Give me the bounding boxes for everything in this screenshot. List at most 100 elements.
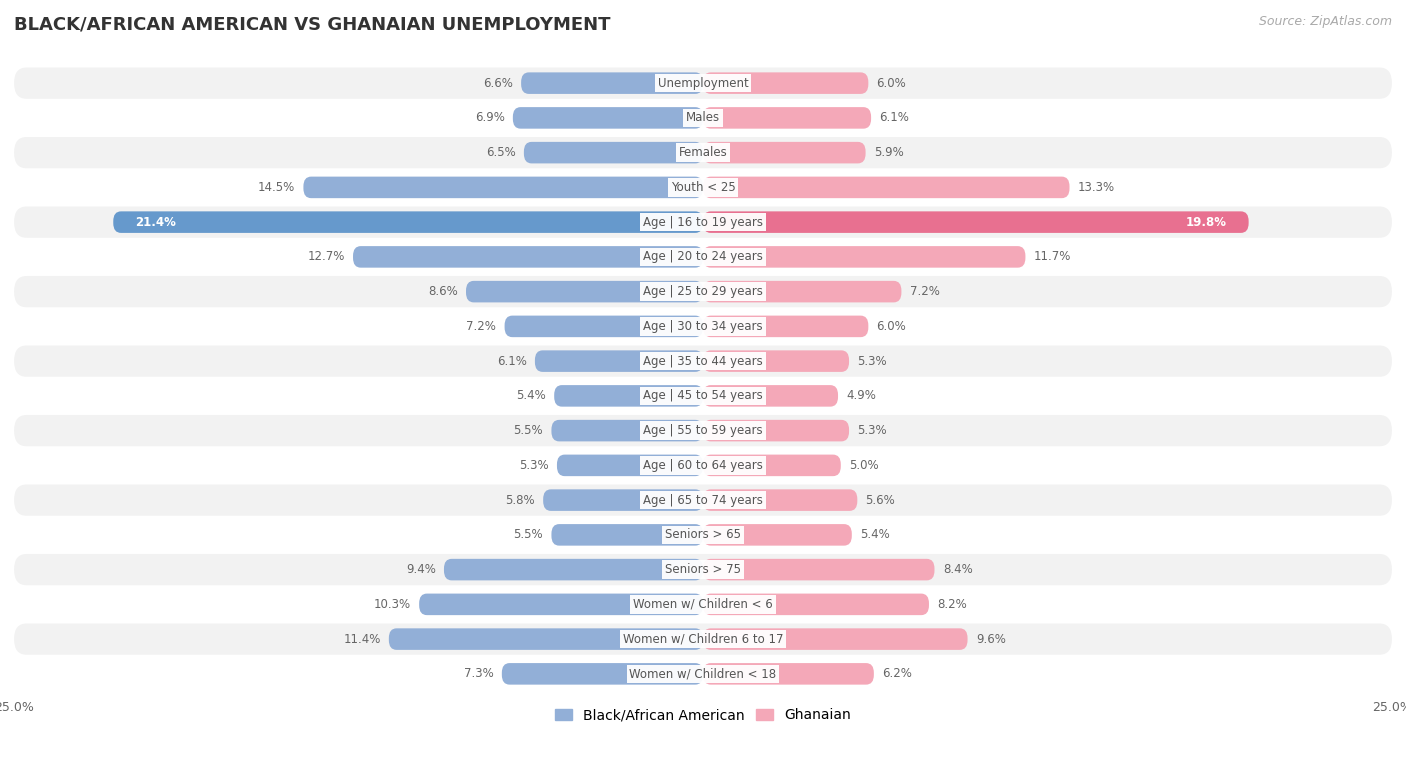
FancyBboxPatch shape xyxy=(543,489,703,511)
Text: Youth < 25: Youth < 25 xyxy=(671,181,735,194)
Text: Unemployment: Unemployment xyxy=(658,76,748,89)
FancyBboxPatch shape xyxy=(14,172,1392,203)
FancyBboxPatch shape xyxy=(534,350,703,372)
Text: Females: Females xyxy=(679,146,727,159)
FancyBboxPatch shape xyxy=(551,420,703,441)
Text: 12.7%: 12.7% xyxy=(308,251,344,263)
Text: 6.0%: 6.0% xyxy=(876,76,907,89)
Text: 6.6%: 6.6% xyxy=(484,76,513,89)
Text: 21.4%: 21.4% xyxy=(135,216,176,229)
FancyBboxPatch shape xyxy=(703,559,935,581)
FancyBboxPatch shape xyxy=(14,102,1392,133)
Text: BLACK/AFRICAN AMERICAN VS GHANAIAN UNEMPLOYMENT: BLACK/AFRICAN AMERICAN VS GHANAIAN UNEMP… xyxy=(14,15,610,33)
Text: 13.3%: 13.3% xyxy=(1078,181,1115,194)
Text: 5.3%: 5.3% xyxy=(519,459,548,472)
FancyBboxPatch shape xyxy=(14,345,1392,377)
FancyBboxPatch shape xyxy=(14,450,1392,481)
FancyBboxPatch shape xyxy=(389,628,703,650)
Text: Women w/ Children < 18: Women w/ Children < 18 xyxy=(630,668,776,681)
FancyBboxPatch shape xyxy=(14,659,1392,690)
FancyBboxPatch shape xyxy=(14,415,1392,447)
FancyBboxPatch shape xyxy=(465,281,703,302)
Text: 5.8%: 5.8% xyxy=(505,494,534,506)
FancyBboxPatch shape xyxy=(703,455,841,476)
Text: 8.2%: 8.2% xyxy=(938,598,967,611)
Text: 6.9%: 6.9% xyxy=(475,111,505,124)
FancyBboxPatch shape xyxy=(703,73,869,94)
Text: 5.0%: 5.0% xyxy=(849,459,879,472)
FancyBboxPatch shape xyxy=(703,385,838,407)
Text: 9.6%: 9.6% xyxy=(976,633,1005,646)
Text: 5.6%: 5.6% xyxy=(866,494,896,506)
Text: Source: ZipAtlas.com: Source: ZipAtlas.com xyxy=(1258,15,1392,28)
FancyBboxPatch shape xyxy=(14,310,1392,342)
FancyBboxPatch shape xyxy=(703,420,849,441)
Text: 8.4%: 8.4% xyxy=(943,563,973,576)
Text: Age | 45 to 54 years: Age | 45 to 54 years xyxy=(643,389,763,403)
Text: 8.6%: 8.6% xyxy=(427,285,458,298)
FancyBboxPatch shape xyxy=(14,380,1392,412)
FancyBboxPatch shape xyxy=(551,524,703,546)
FancyBboxPatch shape xyxy=(419,593,703,615)
Text: 5.9%: 5.9% xyxy=(875,146,904,159)
Text: Age | 60 to 64 years: Age | 60 to 64 years xyxy=(643,459,763,472)
Text: 11.7%: 11.7% xyxy=(1033,251,1071,263)
FancyBboxPatch shape xyxy=(703,316,869,337)
Text: 7.2%: 7.2% xyxy=(467,320,496,333)
FancyBboxPatch shape xyxy=(14,67,1392,98)
Text: Age | 20 to 24 years: Age | 20 to 24 years xyxy=(643,251,763,263)
Text: 19.8%: 19.8% xyxy=(1185,216,1226,229)
Text: 7.2%: 7.2% xyxy=(910,285,939,298)
Text: Age | 35 to 44 years: Age | 35 to 44 years xyxy=(643,354,763,368)
FancyBboxPatch shape xyxy=(14,137,1392,168)
Text: Age | 30 to 34 years: Age | 30 to 34 years xyxy=(643,320,763,333)
FancyBboxPatch shape xyxy=(703,350,849,372)
Text: Women w/ Children 6 to 17: Women w/ Children 6 to 17 xyxy=(623,633,783,646)
Text: Age | 25 to 29 years: Age | 25 to 29 years xyxy=(643,285,763,298)
FancyBboxPatch shape xyxy=(14,276,1392,307)
FancyBboxPatch shape xyxy=(505,316,703,337)
FancyBboxPatch shape xyxy=(14,519,1392,550)
FancyBboxPatch shape xyxy=(703,107,872,129)
FancyBboxPatch shape xyxy=(14,554,1392,585)
Text: Age | 55 to 59 years: Age | 55 to 59 years xyxy=(643,424,763,437)
Text: Women w/ Children < 6: Women w/ Children < 6 xyxy=(633,598,773,611)
FancyBboxPatch shape xyxy=(557,455,703,476)
Text: 9.4%: 9.4% xyxy=(406,563,436,576)
Text: 11.4%: 11.4% xyxy=(343,633,381,646)
FancyBboxPatch shape xyxy=(703,593,929,615)
FancyBboxPatch shape xyxy=(554,385,703,407)
FancyBboxPatch shape xyxy=(522,73,703,94)
Text: 5.3%: 5.3% xyxy=(858,424,887,437)
FancyBboxPatch shape xyxy=(703,281,901,302)
FancyBboxPatch shape xyxy=(703,524,852,546)
Text: 6.2%: 6.2% xyxy=(882,668,912,681)
FancyBboxPatch shape xyxy=(14,589,1392,620)
Text: Males: Males xyxy=(686,111,720,124)
FancyBboxPatch shape xyxy=(14,207,1392,238)
Text: Seniors > 75: Seniors > 75 xyxy=(665,563,741,576)
Text: 14.5%: 14.5% xyxy=(257,181,295,194)
FancyBboxPatch shape xyxy=(14,241,1392,273)
FancyBboxPatch shape xyxy=(703,628,967,650)
FancyBboxPatch shape xyxy=(703,176,1070,198)
FancyBboxPatch shape xyxy=(444,559,703,581)
FancyBboxPatch shape xyxy=(14,484,1392,516)
FancyBboxPatch shape xyxy=(703,663,875,684)
Text: 6.1%: 6.1% xyxy=(496,354,527,368)
Text: 6.0%: 6.0% xyxy=(876,320,907,333)
Text: 5.4%: 5.4% xyxy=(860,528,890,541)
FancyBboxPatch shape xyxy=(703,489,858,511)
FancyBboxPatch shape xyxy=(353,246,703,268)
FancyBboxPatch shape xyxy=(524,142,703,164)
Text: 5.3%: 5.3% xyxy=(858,354,887,368)
FancyBboxPatch shape xyxy=(304,176,703,198)
Text: 6.1%: 6.1% xyxy=(879,111,910,124)
FancyBboxPatch shape xyxy=(14,624,1392,655)
Text: 5.5%: 5.5% xyxy=(513,424,543,437)
FancyBboxPatch shape xyxy=(703,246,1025,268)
FancyBboxPatch shape xyxy=(513,107,703,129)
Text: 6.5%: 6.5% xyxy=(486,146,516,159)
Text: 7.3%: 7.3% xyxy=(464,668,494,681)
FancyBboxPatch shape xyxy=(703,211,1249,233)
